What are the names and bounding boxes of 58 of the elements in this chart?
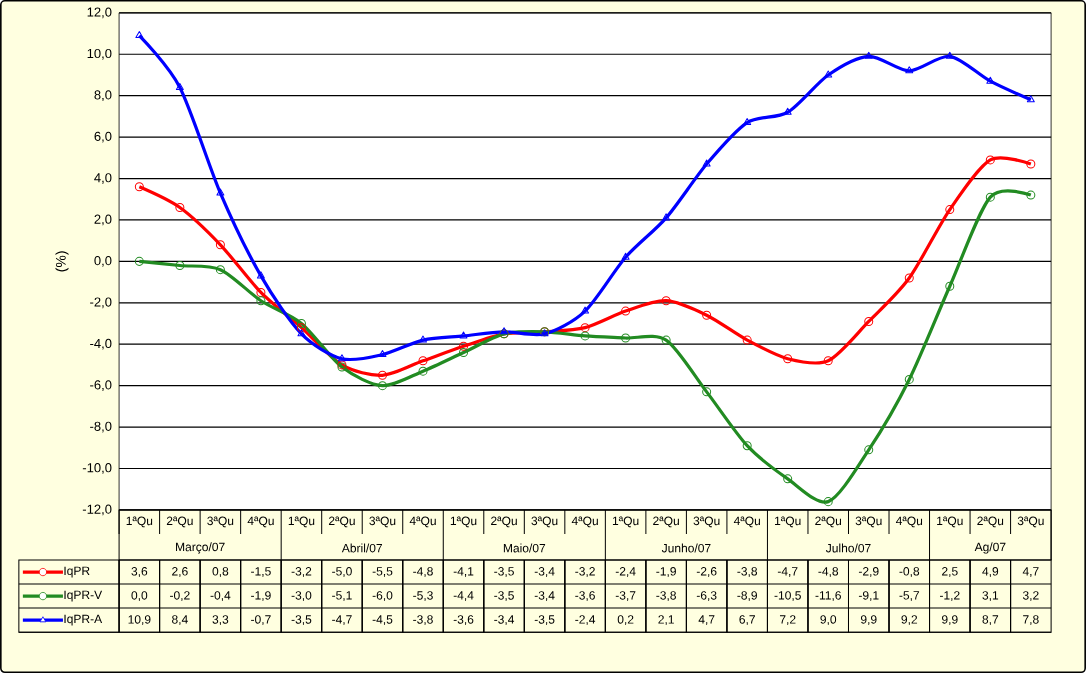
point <box>864 52 873 60</box>
point <box>742 336 752 346</box>
point <box>783 474 793 484</box>
point <box>621 253 630 261</box>
point <box>175 83 184 91</box>
point <box>175 203 185 213</box>
point <box>823 497 833 507</box>
point <box>256 296 266 306</box>
point <box>904 375 914 385</box>
point <box>337 354 346 362</box>
point <box>743 118 752 126</box>
point <box>419 336 427 344</box>
point <box>215 240 225 250</box>
point <box>377 371 387 381</box>
point <box>985 155 995 165</box>
point <box>581 307 590 315</box>
point <box>621 307 631 317</box>
point <box>945 52 954 60</box>
point <box>135 31 144 39</box>
point <box>742 441 752 451</box>
point <box>377 381 387 391</box>
point <box>459 348 469 358</box>
point <box>702 311 712 321</box>
point <box>824 70 833 78</box>
point <box>864 317 874 327</box>
point <box>418 356 428 366</box>
point <box>945 205 955 215</box>
point <box>418 367 428 377</box>
point <box>215 265 225 275</box>
point <box>1026 191 1036 201</box>
point <box>621 333 631 343</box>
point <box>702 387 712 397</box>
point <box>945 282 955 292</box>
point <box>1026 159 1036 169</box>
point <box>661 296 671 306</box>
point <box>216 188 225 196</box>
point <box>662 213 671 221</box>
point <box>378 350 387 358</box>
point <box>175 261 185 271</box>
point <box>985 193 995 203</box>
point <box>661 336 671 346</box>
point <box>1026 95 1035 103</box>
point <box>256 288 266 298</box>
point <box>459 342 469 352</box>
point <box>459 331 468 339</box>
point <box>904 273 914 283</box>
point <box>256 271 265 279</box>
point <box>580 331 590 341</box>
point <box>297 329 306 337</box>
point <box>864 445 874 455</box>
point <box>580 323 590 333</box>
point <box>905 66 914 74</box>
point <box>783 354 793 364</box>
point <box>134 182 144 192</box>
point <box>986 77 995 85</box>
point <box>702 159 711 167</box>
point <box>134 257 144 267</box>
point <box>823 356 833 366</box>
